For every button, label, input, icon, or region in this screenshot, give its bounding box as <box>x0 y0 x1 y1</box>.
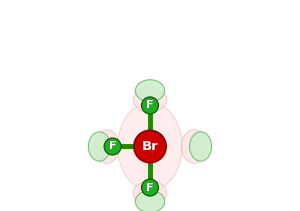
Text: geometry or shape, electron geometry, bond angle, formal: geometry or shape, electron geometry, bo… <box>16 32 283 41</box>
Ellipse shape <box>135 191 165 211</box>
Text: F: F <box>146 183 154 192</box>
Text: Bromine trifluoride (BrF₃) Lewis dot structure, molecular: Bromine trifluoride (BrF₃) Lewis dot str… <box>21 12 279 21</box>
Text: F: F <box>109 142 116 151</box>
Ellipse shape <box>88 132 110 161</box>
Ellipse shape <box>135 80 165 102</box>
Ellipse shape <box>118 103 182 191</box>
Ellipse shape <box>182 130 206 163</box>
Text: charges, hybridization, polar vs non-polar concept: charges, hybridization, polar vs non-pol… <box>30 53 270 62</box>
Ellipse shape <box>133 87 167 112</box>
Text: Br: Br <box>142 140 158 153</box>
Circle shape <box>142 179 158 196</box>
Circle shape <box>134 130 166 163</box>
Ellipse shape <box>190 132 211 161</box>
Text: F: F <box>146 100 154 110</box>
Circle shape <box>104 138 121 155</box>
Ellipse shape <box>133 181 167 206</box>
Circle shape <box>142 97 158 114</box>
Ellipse shape <box>94 130 119 163</box>
